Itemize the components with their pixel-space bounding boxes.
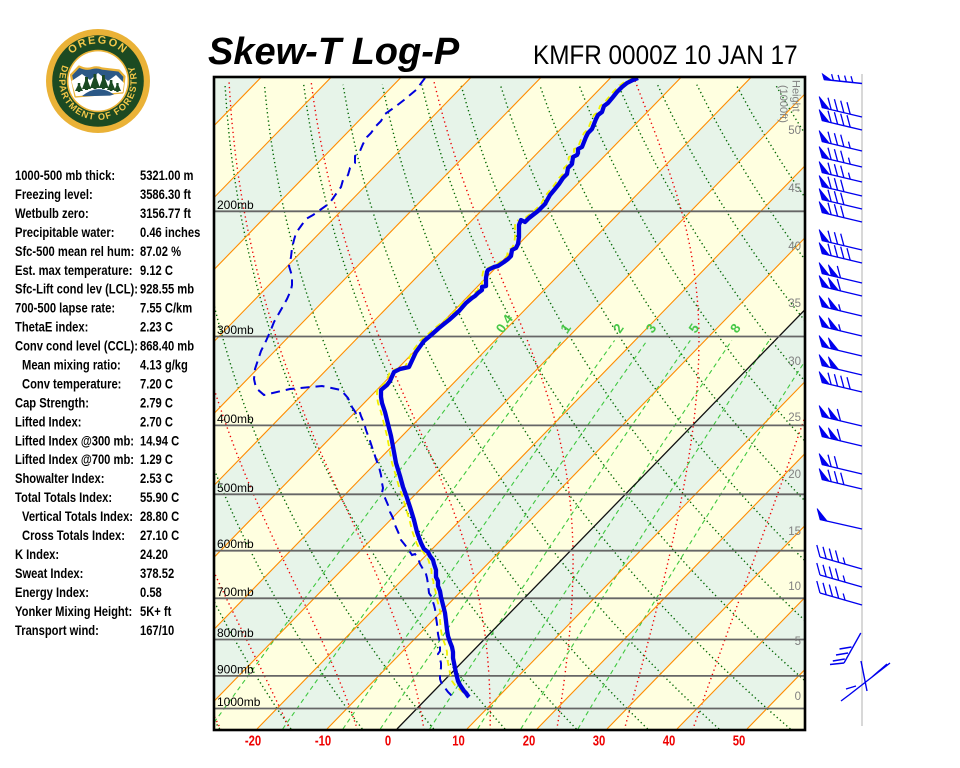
svg-text:45: 45 [788,183,801,195]
svg-text:2.23 C: 2.23 C [140,319,173,334]
svg-text:900mb: 900mb [217,662,254,676]
svg-text:0.46 inches: 0.46 inches [140,225,200,240]
svg-text:Wetbulb zero:: Wetbulb zero: [15,206,89,221]
svg-text:20: 20 [788,469,801,481]
svg-text:Total Totals Index:: Total Totals Index: [15,490,112,505]
svg-text:15: 15 [788,526,801,538]
svg-text:7.55 C/km: 7.55 C/km [140,300,192,315]
svg-text:Vertical Totals Index:: Vertical Totals Index: [22,509,133,524]
svg-text:2.53 C: 2.53 C [140,471,173,486]
svg-text:Cross Totals Index:: Cross Totals Index: [22,528,125,543]
svg-text:167/10: 167/10 [140,623,174,638]
svg-text:14.94 C: 14.94 C [140,433,179,448]
svg-text:400mb: 400mb [217,412,254,426]
svg-text:1000-500 mb thick:: 1000-500 mb thick: [15,168,115,183]
svg-text:300mb: 300mb [217,323,254,337]
svg-text:Freezing level:: Freezing level: [15,187,93,202]
svg-text:30: 30 [593,732,606,749]
svg-text:5: 5 [795,636,801,648]
svg-text:1.29 C: 1.29 C [140,452,173,467]
svg-text:3586.30 ft: 3586.30 ft [140,187,192,202]
svg-text:Lifted Index @300 mb:: Lifted Index @300 mb: [15,433,134,448]
svg-text:700-500 lapse rate:: 700-500 lapse rate: [15,300,115,315]
svg-text:Transport wind:: Transport wind: [15,623,99,638]
svg-text:0: 0 [385,732,391,749]
svg-text:50: 50 [733,732,746,749]
svg-text:9.12 C: 9.12 C [140,263,173,278]
svg-text:(1000ft): (1000ft) [777,85,789,123]
svg-text:Conv temperature:: Conv temperature: [22,376,121,391]
svg-text:700mb: 700mb [217,585,254,599]
svg-text:10: 10 [788,581,801,593]
svg-text:2.70 C: 2.70 C [140,414,173,429]
svg-text:4.13 g/kg: 4.13 g/kg [140,357,188,372]
svg-text:5321.00 m: 5321.00 m [140,168,193,183]
svg-text:25: 25 [788,412,801,424]
svg-text:868.40 mb: 868.40 mb [140,338,194,353]
svg-text:-20: -20 [245,732,261,749]
svg-text:35: 35 [788,298,801,310]
svg-text:Lifted Index:: Lifted Index: [15,414,81,429]
svg-text:2.79 C: 2.79 C [140,395,173,410]
svg-text:10: 10 [452,732,465,749]
svg-text:200mb: 200mb [217,198,254,212]
svg-text:800mb: 800mb [217,626,254,640]
svg-text:928.55 mb: 928.55 mb [140,282,194,297]
svg-text:Est. max temperature:: Est. max temperature: [15,263,132,278]
svg-text:Energy Index:: Energy Index: [15,585,89,600]
svg-text:50: 50 [788,125,801,137]
svg-text:ThetaE index:: ThetaE index: [15,319,88,334]
svg-text:Cap Strength:: Cap Strength: [15,395,89,410]
svg-text:-10: -10 [315,732,331,749]
svg-text:20: 20 [523,732,536,749]
svg-text:40: 40 [788,241,801,253]
svg-text:Sfc-500 mean rel hum:: Sfc-500 mean rel hum: [15,244,134,259]
svg-text:Sweat Index:: Sweat Index: [15,566,83,581]
svg-text:Mean mixing ratio:: Mean mixing ratio: [22,357,121,372]
svg-text:K Index:: K Index: [15,547,59,562]
svg-text:KMFR 0000Z 10 JAN 17: KMFR 0000Z 10 JAN 17 [533,41,798,70]
svg-text:24.20: 24.20 [140,547,168,562]
svg-text:Sfc-Lift cond lev (LCL):: Sfc-Lift cond lev (LCL): [15,282,138,297]
svg-text:Height: Height [790,80,802,112]
svg-text:0: 0 [795,691,801,703]
svg-text:Showalter Index:: Showalter Index: [15,471,104,486]
svg-text:55.90 C: 55.90 C [140,490,179,505]
svg-text:0.58: 0.58 [140,585,162,600]
svg-text:Yonker Mixing Height:: Yonker Mixing Height: [15,604,132,619]
svg-text:Lifted Index @700 mb:: Lifted Index @700 mb: [15,452,134,467]
svg-text:28.80 C: 28.80 C [140,509,179,524]
svg-text:Skew-T Log-P: Skew-T Log-P [208,31,460,73]
svg-text:Conv cond level (CCL):: Conv cond level (CCL): [15,338,138,353]
svg-text:500mb: 500mb [217,481,254,495]
svg-text:3156.77 ft: 3156.77 ft [140,206,192,221]
svg-text:Precipitable water:: Precipitable water: [15,225,114,240]
svg-text:1000mb: 1000mb [217,695,261,709]
svg-text:27.10 C: 27.10 C [140,528,179,543]
svg-text:40: 40 [663,732,676,749]
svg-text:87.02 %: 87.02 % [140,244,181,259]
svg-text:30: 30 [788,356,801,368]
svg-text:600mb: 600mb [217,537,254,551]
svg-text:378.52: 378.52 [140,566,174,581]
svg-text:5K+ ft: 5K+ ft [140,604,172,619]
svg-text:7.20 C: 7.20 C [140,376,173,391]
